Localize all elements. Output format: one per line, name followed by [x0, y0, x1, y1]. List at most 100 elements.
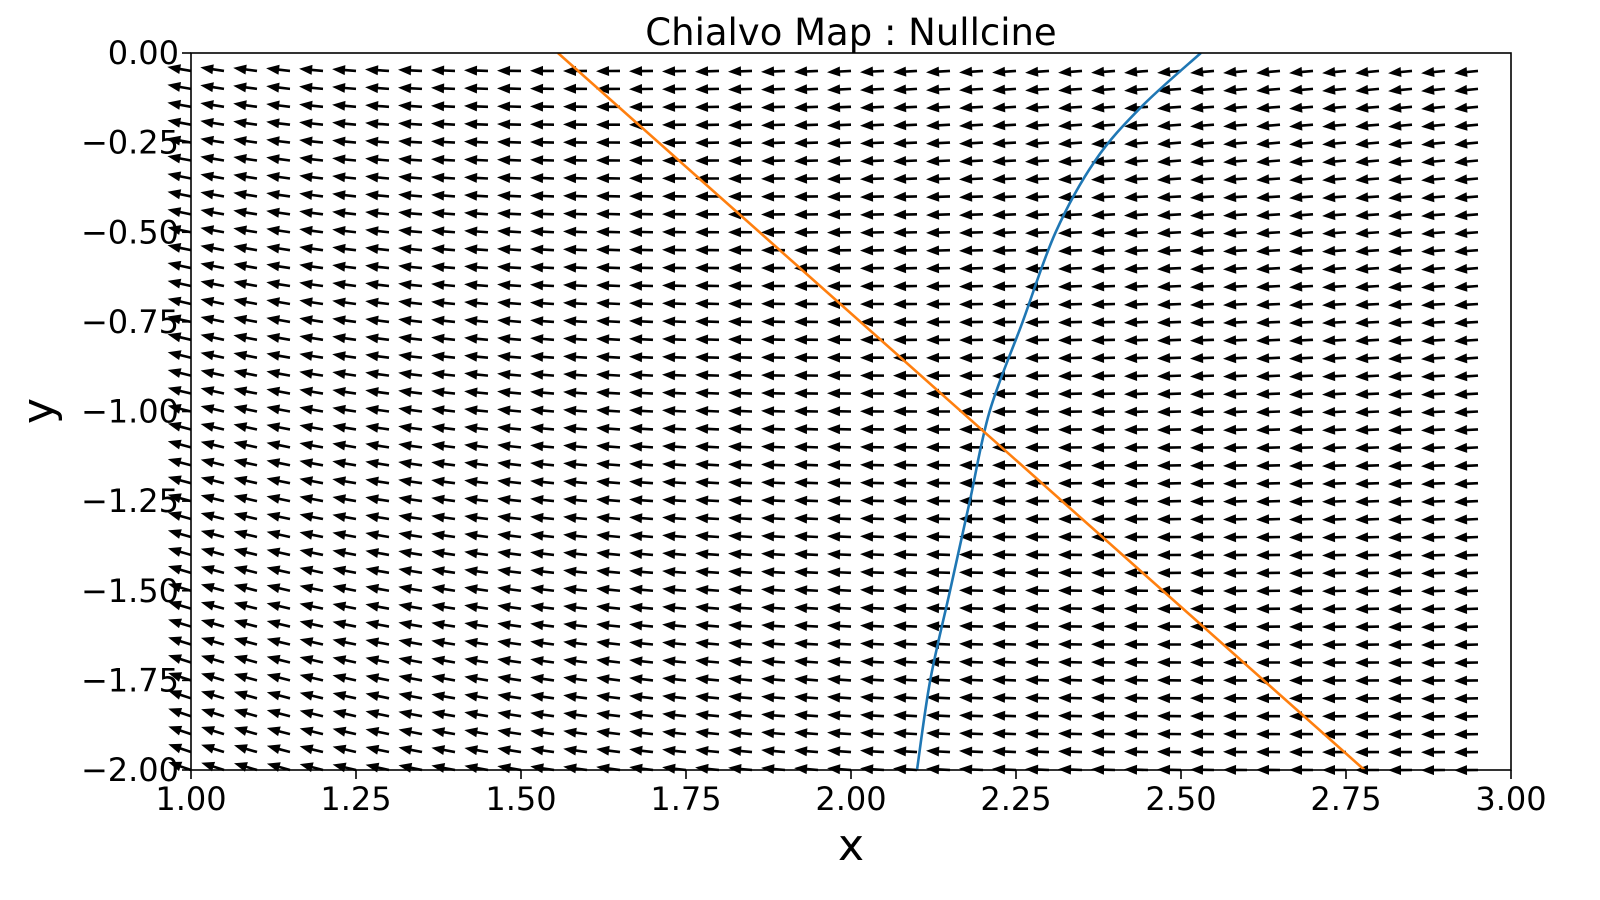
field-arrow — [728, 585, 753, 595]
field-arrow — [530, 584, 555, 595]
field-arrow — [332, 458, 357, 469]
field-arrow — [1256, 406, 1280, 417]
field-arrow — [860, 424, 884, 435]
field-arrow — [299, 547, 324, 558]
field-arrow — [662, 298, 686, 309]
field-arrow — [926, 299, 950, 310]
field-arrow — [761, 549, 786, 560]
field-arrow — [1157, 156, 1182, 167]
field-arrow — [728, 477, 753, 488]
field-arrow — [662, 245, 686, 255]
field-arrow — [332, 691, 357, 701]
x-tick-label: 1.75 — [650, 780, 721, 818]
field-arrow — [365, 154, 390, 165]
field-arrow — [662, 602, 687, 613]
field-arrow — [1256, 514, 1280, 525]
field-arrow — [398, 208, 423, 219]
field-arrow — [1355, 84, 1380, 95]
field-arrow — [200, 457, 225, 468]
field-arrow — [893, 710, 918, 721]
field-arrow — [431, 172, 456, 183]
field-arrow — [563, 548, 588, 559]
field-arrow — [1322, 371, 1347, 382]
field-arrow — [1157, 263, 1182, 274]
field-arrow — [1355, 657, 1379, 668]
field-arrow — [200, 64, 225, 75]
field-arrow — [1388, 156, 1413, 167]
field-arrow — [1124, 192, 1149, 202]
field-arrow — [1157, 84, 1182, 95]
field-arrow — [794, 84, 819, 95]
field-arrow — [1190, 585, 1214, 596]
field-arrow — [596, 459, 621, 470]
field-arrow — [464, 369, 489, 380]
field-arrow — [497, 763, 522, 774]
field-arrow — [233, 422, 258, 432]
field-arrow — [629, 84, 653, 94]
field-arrow — [1355, 120, 1380, 131]
field-arrow — [233, 279, 258, 289]
field-arrow — [1124, 299, 1149, 310]
field-arrow — [1289, 675, 1313, 686]
field-arrow — [959, 442, 983, 453]
field-arrow — [1388, 711, 1412, 722]
field-arrow — [992, 460, 1016, 471]
field-arrow — [1190, 299, 1215, 310]
field-arrow — [530, 101, 554, 112]
field-arrow — [794, 477, 818, 488]
field-arrow — [398, 315, 423, 326]
field-arrow — [992, 710, 1016, 721]
field-arrow — [1289, 156, 1314, 167]
field-arrow — [1289, 532, 1313, 543]
field-arrow — [827, 621, 852, 631]
field-arrow — [266, 690, 291, 701]
field-arrow — [266, 708, 291, 719]
field-arrow — [332, 476, 357, 487]
field-arrow — [860, 281, 884, 292]
field-arrow — [662, 567, 687, 577]
field-arrow — [332, 100, 357, 111]
field-arrow — [662, 459, 687, 470]
field-arrow — [1322, 263, 1347, 274]
field-arrow — [431, 476, 456, 487]
field-arrow — [761, 442, 785, 452]
field-arrow — [959, 227, 983, 238]
field-arrow — [1025, 335, 1049, 345]
field-arrow — [1355, 532, 1379, 543]
field-arrow — [1157, 210, 1182, 220]
field-arrow — [629, 549, 654, 559]
field-arrow — [1157, 711, 1181, 722]
field-arrow — [794, 549, 819, 560]
field-arrow — [431, 441, 456, 451]
field-arrow — [1157, 460, 1181, 471]
field-arrow — [1223, 496, 1247, 507]
field-arrow — [1256, 603, 1280, 614]
field-arrow — [992, 227, 1016, 238]
field-arrow — [695, 280, 719, 291]
field-arrow — [992, 174, 1017, 184]
field-arrow — [168, 600, 192, 611]
field-arrow — [530, 298, 555, 309]
field-arrow — [1256, 389, 1280, 399]
field-arrow — [1058, 227, 1083, 238]
field-arrow — [332, 154, 357, 165]
field-arrow — [1025, 102, 1050, 113]
field-arrow — [201, 708, 225, 718]
field-arrow — [1025, 514, 1049, 524]
field-arrow — [563, 530, 588, 541]
field-arrow — [695, 388, 720, 399]
field-arrow — [1058, 746, 1082, 757]
field-arrow — [167, 171, 192, 182]
field-arrow — [959, 746, 984, 757]
field-arrow — [332, 404, 357, 415]
field-arrow — [497, 548, 522, 559]
field-arrow — [431, 512, 456, 523]
field-arrow — [1091, 693, 1115, 704]
field-arrow — [299, 208, 324, 218]
field-arrow — [1025, 317, 1049, 328]
field-arrow — [893, 460, 917, 471]
field-arrow — [497, 441, 522, 452]
field-arrow — [629, 209, 653, 220]
field-arrow — [266, 422, 291, 433]
field-arrow — [1421, 210, 1446, 221]
